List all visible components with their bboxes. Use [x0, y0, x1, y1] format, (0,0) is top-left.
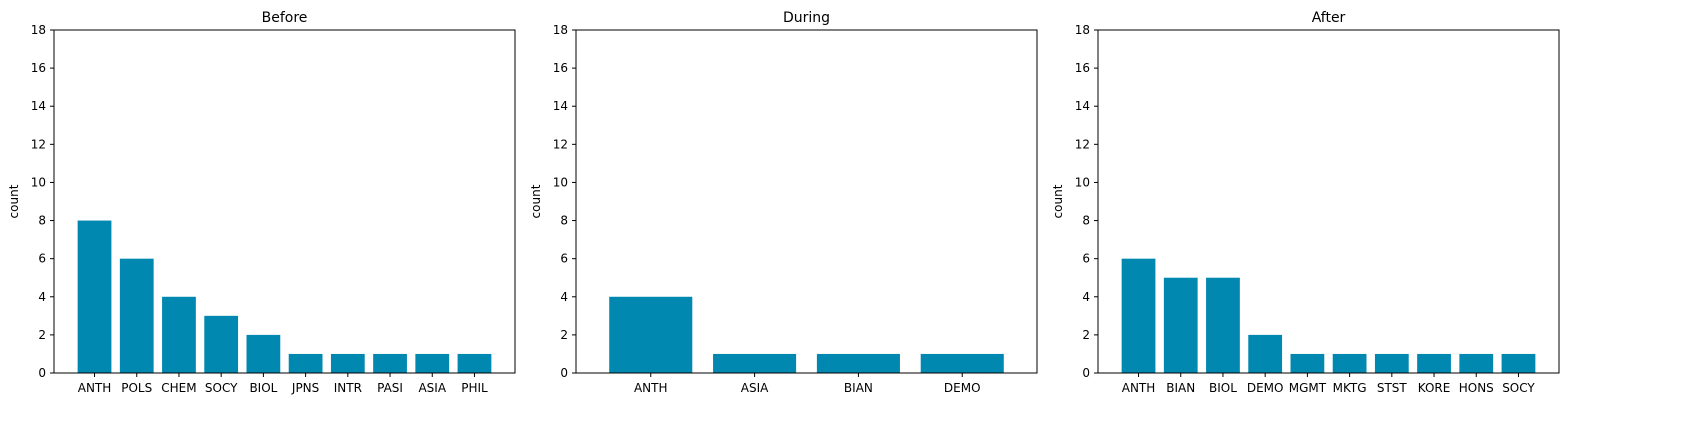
x-tick-label: SOCY	[205, 381, 238, 395]
y-tick-label: 14	[1075, 99, 1090, 113]
bar-stst	[1374, 353, 1409, 373]
bar-biol	[1206, 277, 1240, 373]
y-tick-label: 4	[560, 290, 568, 304]
bar-anth	[77, 220, 112, 373]
bar-mktg	[1332, 353, 1367, 373]
y-tick-label: 0	[1082, 366, 1090, 380]
x-tick-label: MGMT	[1289, 381, 1327, 395]
bar-asia	[415, 353, 450, 373]
x-tick-label: BIOL	[249, 381, 277, 395]
chart-title: Before	[262, 10, 308, 26]
y-tick-label: 8	[38, 214, 46, 228]
y-tick-label: 0	[560, 366, 568, 380]
x-tick-label: DEMO	[944, 381, 981, 395]
bar-intr	[330, 353, 365, 373]
x-tick-label: SOCY	[1502, 381, 1535, 395]
bar-hons	[1459, 353, 1494, 373]
chart-panel-after: After count 0 2 4 6 8 10 12 14 16 18 ANTH BIAN BIOL D…	[1051, 10, 1560, 395]
bar-demo	[920, 353, 1004, 373]
x-tick-label: ANTH	[634, 381, 668, 395]
y-tick-label: 2	[1082, 328, 1090, 342]
x-tick-label: POLS	[121, 381, 152, 395]
y-tick-label: 16	[1075, 61, 1090, 75]
y-tick-label: 6	[1082, 252, 1090, 266]
chart-panel-during: During count 0 2 4 6 8 10 12 14 16 18 ANTH ASIA BIAN…	[529, 10, 1038, 395]
bar-demo	[1248, 334, 1283, 373]
bar-biol	[246, 334, 281, 373]
x-tick-label: ANTH	[1122, 381, 1156, 395]
y-tick-label: 6	[560, 252, 568, 266]
y-tick-label: 16	[553, 61, 568, 75]
y-tick-label: 10	[553, 175, 568, 189]
chart-panel-before: Before count 0 2 4 6 8 10 12 14 16 18 ANTH POLS CHEM…	[7, 10, 516, 395]
chart-title: After	[1312, 10, 1346, 26]
bar-socy	[204, 315, 239, 373]
bar-phil	[457, 353, 492, 373]
x-tick-label: PASI	[377, 381, 403, 395]
y-tick-label: 12	[553, 137, 568, 151]
x-tick-label: BIAN	[844, 381, 873, 395]
x-tick-label: BIAN	[1166, 381, 1195, 395]
y-axis-label: count	[529, 184, 543, 218]
y-tick-label: 18	[553, 23, 568, 37]
x-tick-label: BIOL	[1209, 381, 1237, 395]
x-tick-label: ANTH	[78, 381, 112, 395]
y-tick-label: 8	[560, 214, 568, 228]
x-tick-label: ASIA	[418, 381, 446, 395]
x-tick-label: STST	[1377, 381, 1408, 395]
x-tick-label: MKTG	[1333, 381, 1367, 395]
y-tick-label: 4	[1082, 290, 1090, 304]
x-tick-label: DEMO	[1247, 381, 1284, 395]
y-tick-label: 12	[31, 137, 46, 151]
y-tick-label: 2	[38, 328, 46, 342]
bar-kore	[1417, 353, 1451, 373]
bar-mgmt	[1290, 353, 1325, 373]
y-tick-label: 16	[31, 61, 46, 75]
bar-socy	[1501, 353, 1536, 373]
y-tick-label: 2	[560, 328, 568, 342]
axes-frame	[575, 29, 1038, 374]
bar-asia	[713, 353, 797, 373]
bar-bian	[1163, 277, 1198, 373]
y-tick-label: 18	[31, 23, 46, 37]
y-tick-label: 18	[1075, 23, 1090, 37]
x-tick-label: CHEM	[161, 381, 196, 395]
bar-pasi	[373, 353, 407, 373]
bar-bian	[816, 353, 900, 373]
x-tick-label: HONS	[1459, 381, 1494, 395]
bar-chem	[162, 296, 196, 373]
axes-frame	[1097, 29, 1560, 374]
x-tick-label: PHIL	[461, 381, 488, 395]
y-axis-label: count	[1051, 184, 1065, 218]
y-tick-label: 12	[1075, 137, 1090, 151]
bar-anth	[609, 296, 693, 373]
chart-title: During	[783, 10, 830, 26]
axes-frame	[53, 29, 516, 374]
y-tick-label: 14	[31, 99, 46, 113]
y-tick-label: 10	[31, 175, 46, 189]
bar-anth	[1121, 258, 1156, 373]
x-tick-label: JPNS	[291, 381, 319, 395]
bar-jpns	[288, 353, 323, 373]
y-tick-label: 0	[38, 366, 46, 380]
y-tick-label: 4	[38, 290, 46, 304]
y-tick-label: 8	[1082, 214, 1090, 228]
x-tick-label: INTR	[334, 381, 362, 395]
y-tick-label: 14	[553, 99, 568, 113]
y-tick-label: 6	[38, 252, 46, 266]
y-tick-label: 10	[1075, 175, 1090, 189]
x-tick-label: KORE	[1418, 381, 1451, 395]
bar-pols	[119, 258, 154, 373]
y-axis-label: count	[7, 184, 21, 218]
x-tick-label: ASIA	[741, 381, 769, 395]
